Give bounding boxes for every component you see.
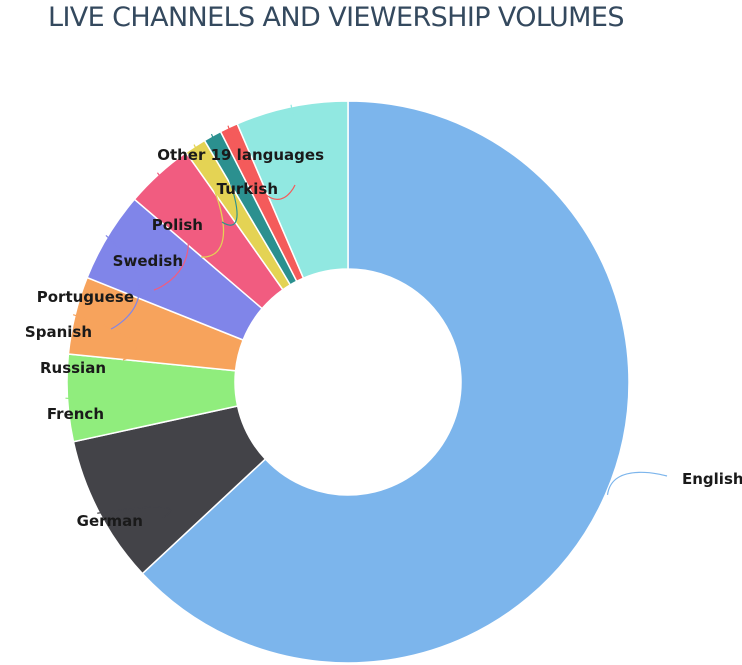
connector-spanish bbox=[105, 234, 140, 330]
label-turkish: Turkish bbox=[217, 180, 278, 198]
label-english: English bbox=[682, 470, 742, 488]
label-portuguese: Portuguese bbox=[37, 288, 134, 306]
label-spanish: Spanish bbox=[25, 323, 92, 341]
donut-slices bbox=[66, 100, 630, 664]
label-connectors bbox=[65, 104, 668, 519]
connector-german bbox=[97, 506, 172, 519]
data-labels: English German French Russian Spanish Portugu… bbox=[25, 146, 742, 530]
connector-portuguese bbox=[153, 172, 189, 291]
connector-french bbox=[65, 397, 134, 412]
label-other-19-languages: Other 19 languages bbox=[157, 146, 324, 164]
label-swedish: Swedish bbox=[113, 252, 183, 270]
label-russian: Russian bbox=[40, 359, 106, 377]
label-german: German bbox=[77, 512, 143, 530]
connector-english bbox=[606, 471, 668, 495]
connector-swedish bbox=[193, 144, 225, 258]
connector-russian bbox=[72, 314, 136, 361]
label-polish: Polish bbox=[152, 216, 203, 234]
chart-title: LIVE CHANNELS AND VIEWERSHIP VOLUMES bbox=[48, 2, 624, 33]
connector-turkish bbox=[227, 125, 296, 200]
slice-english[interactable] bbox=[141, 100, 630, 664]
connector-polish bbox=[210, 133, 238, 226]
label-french: French bbox=[47, 405, 104, 423]
connector-other-19-languages bbox=[290, 104, 344, 172]
